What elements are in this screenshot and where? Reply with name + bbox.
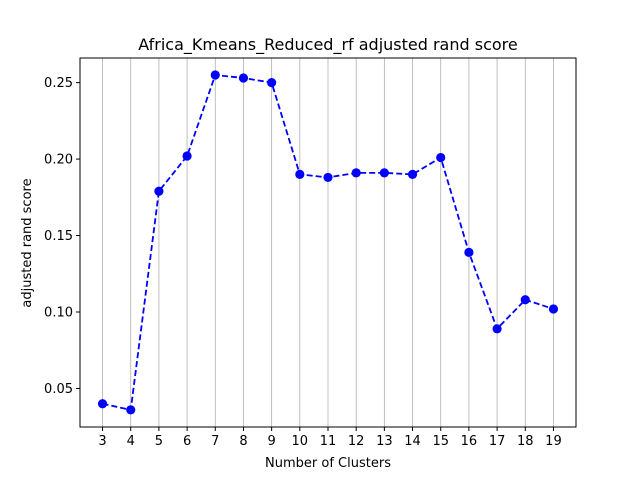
data-point	[295, 169, 305, 179]
y-tick-label: 0.05	[44, 382, 73, 397]
x-tick-label: 17	[489, 434, 506, 449]
y-axis: 0.05 0.10 0.15 0.20 0.25	[44, 76, 80, 397]
y-tick-label: 0.20	[44, 153, 73, 168]
x-tick-label: 14	[404, 434, 421, 449]
data-point	[97, 399, 108, 409]
data-point	[323, 172, 333, 183]
x-axis: 3 4 5 6 7 8 9 10 11 12 13 14 15 16 17 18 19	[98, 427, 562, 449]
x-tick-label: 3	[98, 434, 106, 449]
data-point	[548, 304, 559, 314]
x-tick-label: 15	[432, 434, 449, 449]
series-layer	[97, 70, 559, 415]
data-point	[407, 169, 418, 179]
x-tick-label: 11	[320, 434, 337, 449]
data-point	[379, 168, 389, 178]
data-point	[520, 295, 530, 305]
x-tick-label: 9	[267, 434, 275, 449]
x-tick-label: 12	[348, 434, 365, 449]
data-point	[464, 247, 474, 257]
x-axis-label: Number of Clusters	[265, 456, 391, 471]
chart-title: Africa_Kmeans_Reduced_rf adjusted rand s…	[138, 35, 517, 55]
x-tick-label: 10	[292, 434, 309, 449]
y-tick-label: 0.25	[44, 76, 73, 91]
x-tick-label: 16	[461, 434, 478, 449]
x-tick-label: 19	[545, 434, 562, 449]
data-point	[238, 73, 249, 83]
data-point	[126, 405, 136, 415]
data-point	[182, 151, 192, 161]
data-point	[267, 78, 277, 88]
x-tick-label: 8	[239, 434, 247, 449]
x-tick-label: 4	[127, 434, 135, 449]
data-point	[351, 168, 361, 178]
x-tick-label: 5	[155, 434, 163, 449]
x-tick-label: 18	[517, 434, 534, 449]
x-tick-label: 6	[183, 434, 191, 449]
data-point	[492, 324, 502, 334]
data-point	[154, 186, 164, 196]
y-tick-label: 0.10	[44, 306, 73, 321]
data-point	[436, 152, 446, 163]
x-tick-label: 7	[211, 434, 219, 449]
grid-layer	[102, 58, 554, 427]
x-tick-label: 13	[376, 434, 393, 449]
y-tick-label: 0.15	[44, 229, 73, 244]
y-axis-label: adjusted rand score	[20, 178, 35, 307]
data-point	[210, 70, 220, 80]
